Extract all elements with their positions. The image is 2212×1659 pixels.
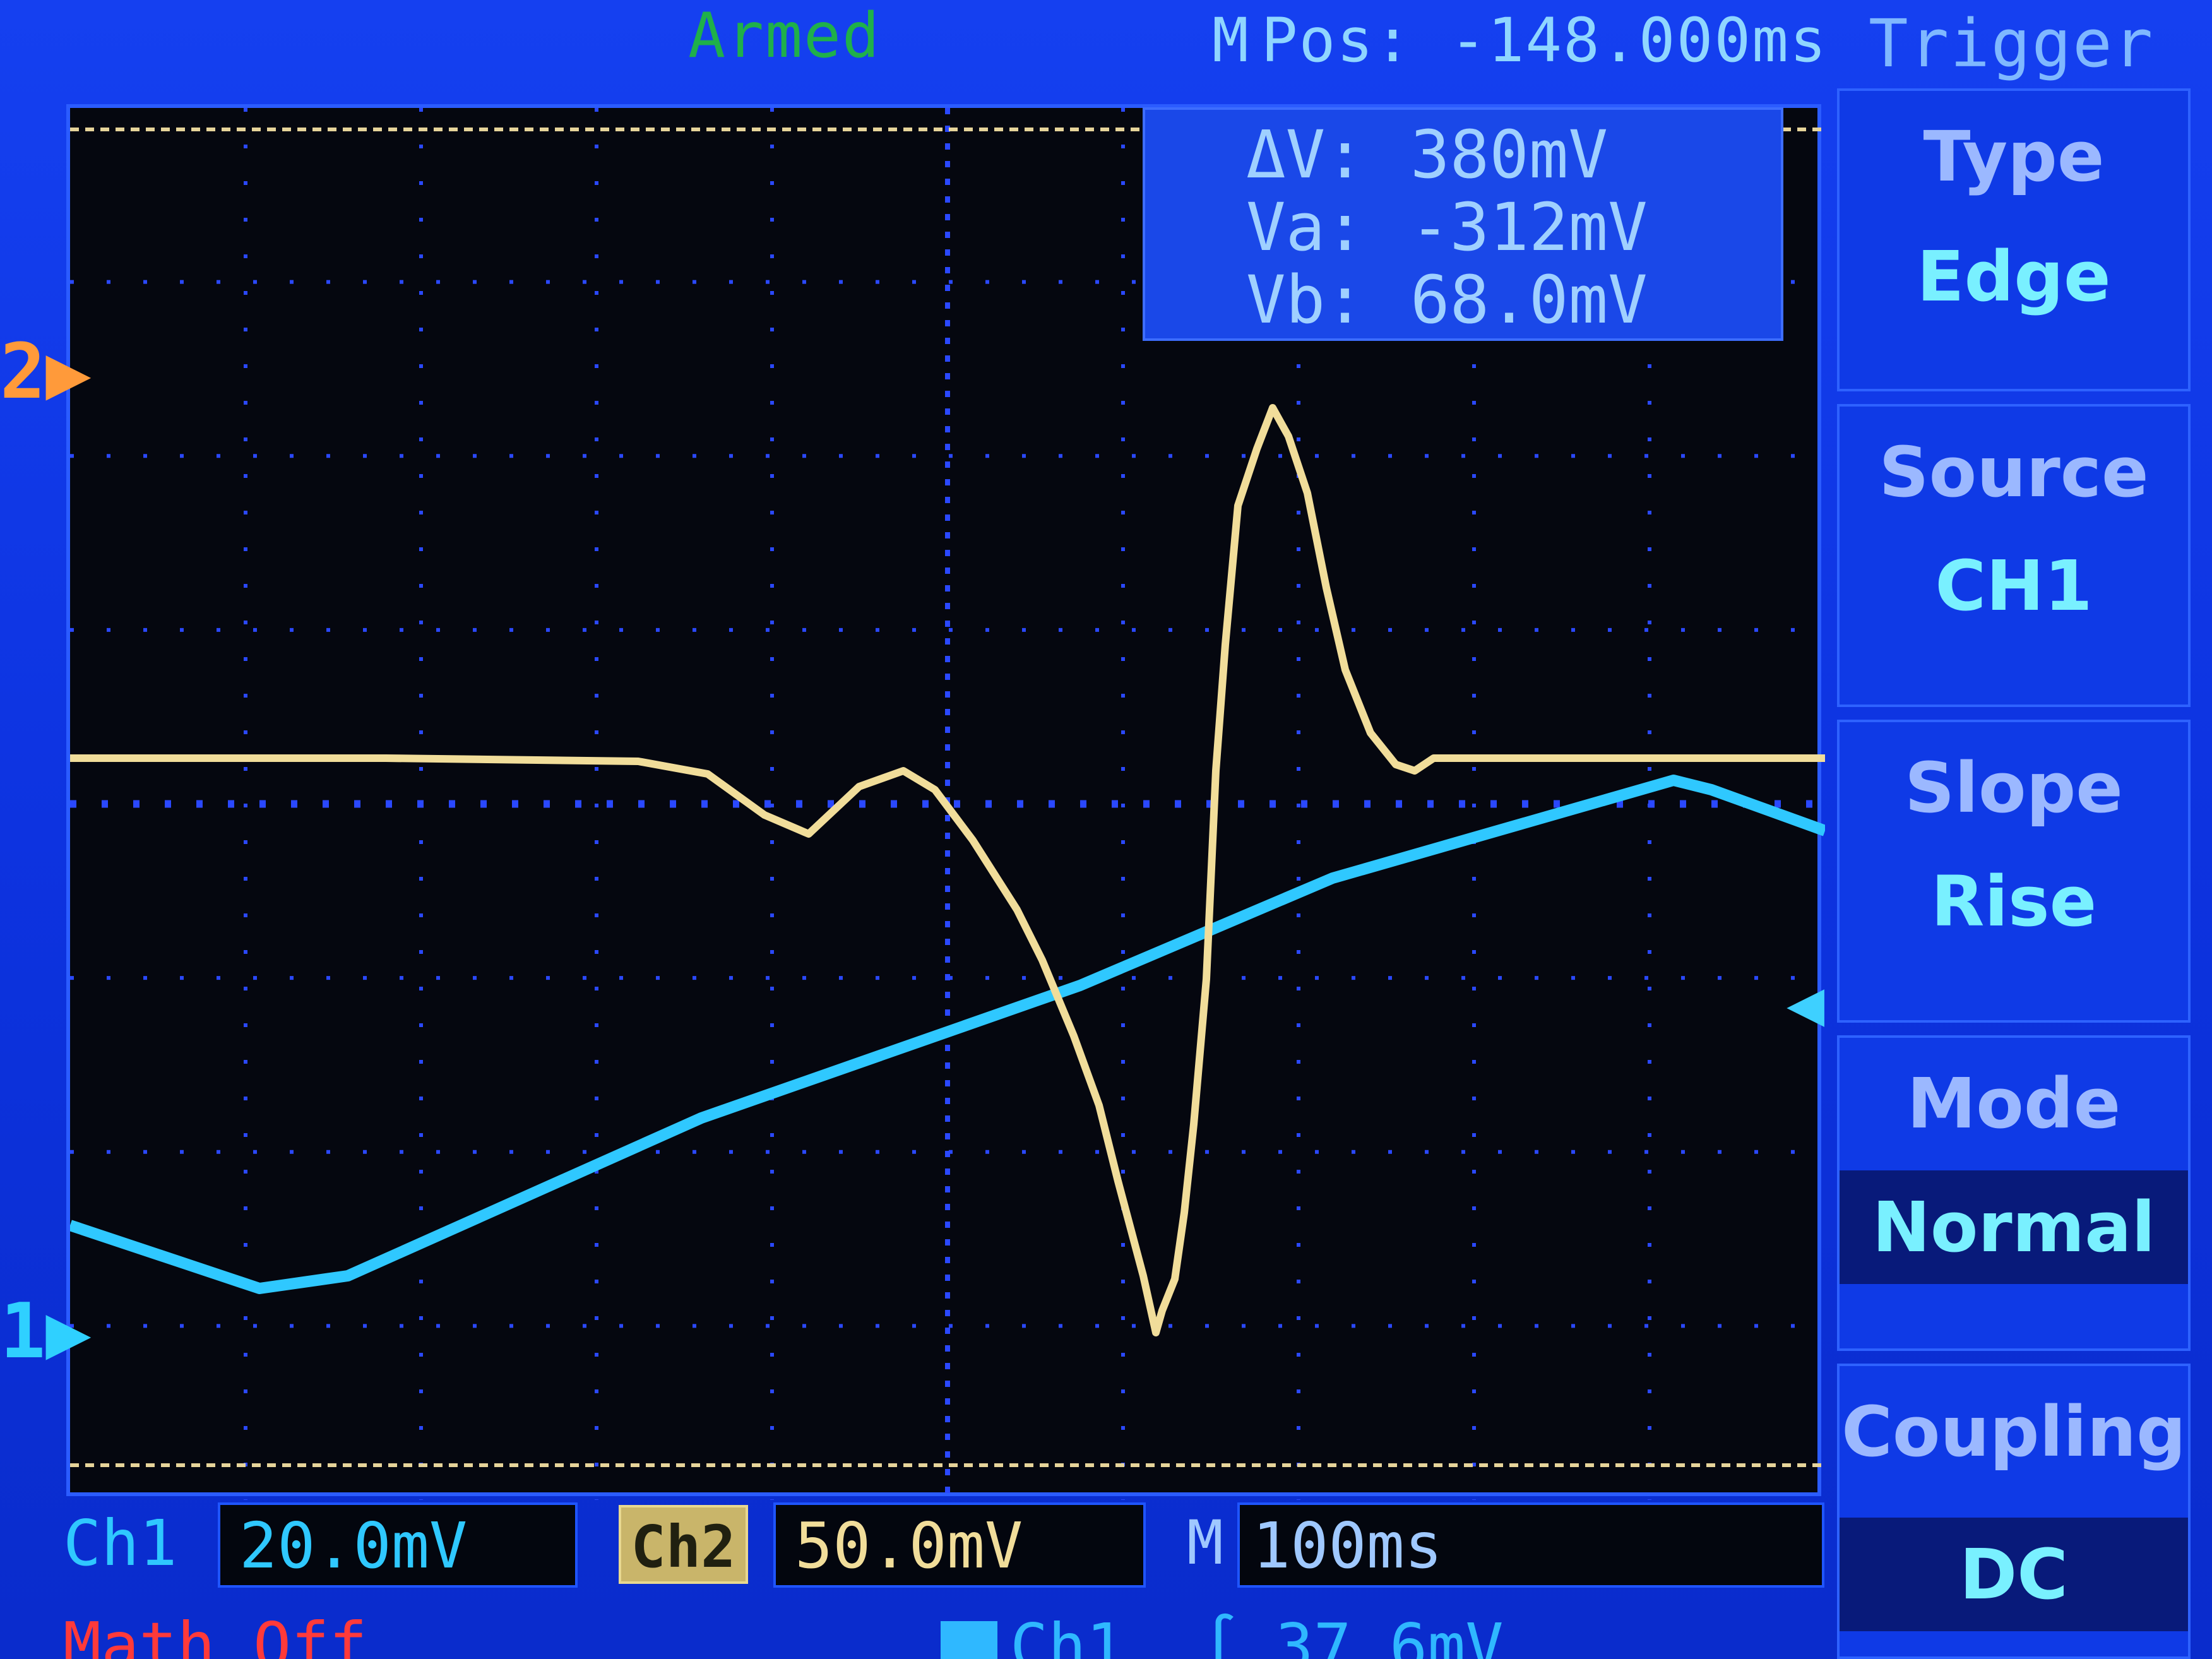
menu-mode-value: Normal	[1840, 1170, 2188, 1284]
ch1-ground-marker[interactable]: 1▶	[0, 1288, 92, 1376]
menu-type-value: Edge	[1917, 236, 2111, 317]
timebase-value: 100ms	[1237, 1502, 1824, 1588]
menu-slope-value: Rise	[1930, 861, 2097, 942]
va-row: Va: -312mV	[1246, 189, 1648, 266]
menu-mode-label: Mode	[1906, 1063, 2121, 1144]
timebase-label: M	[1187, 1507, 1223, 1578]
ch2-scale: 50.0mV	[773, 1502, 1146, 1588]
trigger-menu: Type Edge Source CH1 Slope Rise Mode Nor…	[1837, 88, 2212, 1659]
trigger-source-readout: Ch1	[941, 1610, 1124, 1659]
menu-slope[interactable]: Slope Rise	[1837, 720, 2191, 1023]
va-label: Va:	[1246, 189, 1365, 266]
cursor-measurement-box: ΔV: 380mV Va: -312mV Vb: 68.0mV	[1143, 107, 1783, 341]
ch2-ground-marker[interactable]: 2▶	[0, 328, 92, 416]
delta-v-row: ΔV: 380mV	[1246, 116, 1608, 193]
menu-source[interactable]: Source CH1	[1837, 404, 2191, 707]
ch1-waveform	[70, 775, 1825, 1294]
menu-title: Trigger	[1869, 5, 2155, 82]
delta-v-value: 380mV	[1410, 116, 1608, 193]
delta-v-label: ΔV:	[1246, 116, 1365, 193]
ch2-waveform	[70, 404, 1825, 1336]
waveform-svg	[70, 108, 1825, 1500]
acquisition-status: Armed	[688, 0, 881, 72]
trigger-source-icon	[941, 1621, 997, 1659]
ch1-scale: 20.0mV	[218, 1502, 578, 1588]
vb-row: Vb: 68.0mV	[1246, 261, 1648, 338]
trigger-level-readout: ∫ 37.6mV	[1199, 1610, 1504, 1659]
menu-coupling-label: Coupling	[1841, 1391, 2186, 1472]
vb-label: Vb:	[1246, 261, 1365, 338]
horizontal-position-readout: M Pos: -148.000ms	[1212, 5, 1828, 76]
ch2-label: Ch2	[619, 1505, 748, 1584]
menu-source-value: CH1	[1935, 545, 2093, 626]
horizontal-position-prefix: M	[1212, 5, 1250, 76]
menu-type-label: Type	[1923, 116, 2105, 197]
graticule	[70, 108, 1825, 1500]
va-value: -312mV	[1410, 189, 1648, 266]
menu-slope-label: Slope	[1905, 747, 2123, 828]
vb-value: 68.0mV	[1410, 261, 1648, 338]
horizontal-position-value: Pos: -148.000ms	[1261, 5, 1828, 76]
menu-mode[interactable]: Mode Normal	[1837, 1035, 2191, 1351]
menu-coupling-value: DC	[1840, 1518, 2188, 1631]
menu-source-label: Source	[1879, 432, 2149, 513]
ch1-label: Ch1	[63, 1506, 177, 1580]
trigger-level-marker[interactable]: ◀	[1787, 966, 1825, 1040]
bottom-status-bar: Ch1 20.0mV Ch2 50.0mV M 100ms Math Off C…	[0, 1502, 1837, 1659]
menu-type[interactable]: Type Edge	[1837, 88, 2191, 391]
math-status: Math Off	[63, 1608, 367, 1659]
menu-coupling[interactable]: Coupling DC	[1837, 1364, 2191, 1659]
trigger-source-value: Ch1	[1010, 1610, 1124, 1659]
